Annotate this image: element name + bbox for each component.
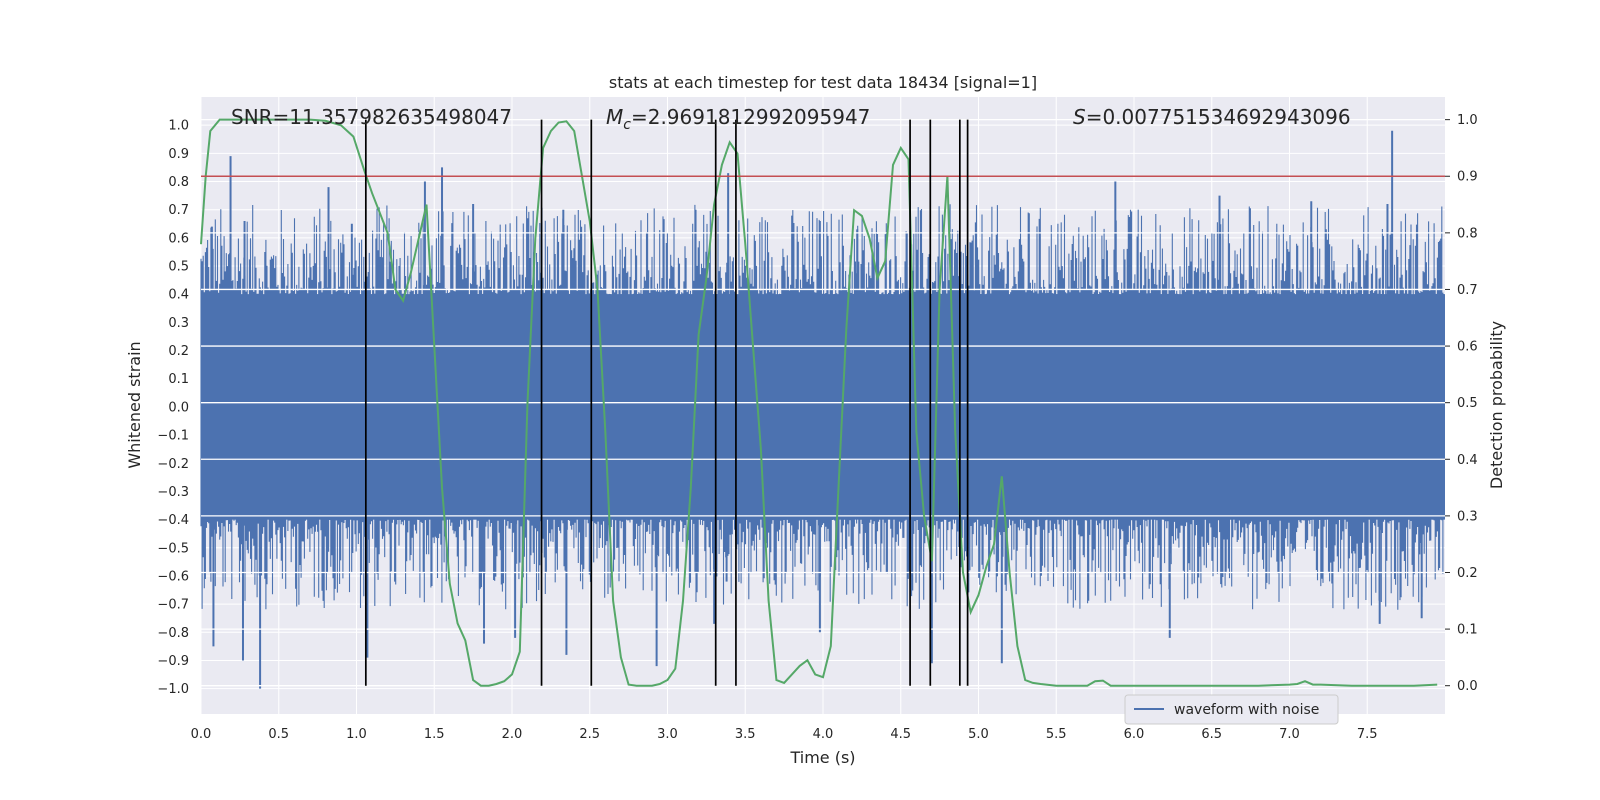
x-tick-label: 4.5 (890, 727, 911, 742)
vertical-lines-layer (364, 119, 969, 686)
y-left-tick-label: −0.1 (157, 429, 189, 444)
y-left-tick-label: 0.6 (168, 231, 189, 246)
x-tick-label: 4.0 (813, 727, 834, 742)
y-left-tick-label: 0.9 (168, 147, 189, 162)
x-tick-label: 7.0 (1279, 727, 1300, 742)
x-tick-label: 2.5 (579, 727, 600, 742)
y-left-tick-label: 0.8 (168, 175, 189, 190)
s-annotation: S=0.007751534692943096 (1073, 105, 1351, 129)
y-left-tick-label: −0.7 (157, 598, 189, 613)
y-left-tick-label: 0.4 (168, 288, 189, 303)
chirp-mass-subscript: c (623, 117, 631, 133)
y-right-tick-label: 1.0 (1457, 113, 1478, 128)
y-right-tick-label: 0.2 (1457, 566, 1478, 581)
y-right-tick-label: 0.5 (1457, 396, 1478, 411)
x-tick-label: 7.5 (1357, 727, 1378, 742)
x-tick-label: 5.5 (1046, 727, 1067, 742)
y-left-tick-label: −1.0 (157, 682, 189, 697)
y-left-axis-label: Whitened strain (125, 341, 144, 468)
y-right-tick-label: 0.7 (1457, 283, 1478, 298)
x-tick-label: 0.0 (191, 727, 212, 742)
y-right-tick-label: 0.8 (1457, 226, 1478, 241)
x-tick-label: 0.5 (268, 727, 289, 742)
y-left-tick-label: 0.3 (168, 316, 189, 331)
legend: waveform with noise (1124, 694, 1339, 725)
waveform-noise-texture (200, 204, 1445, 610)
x-tick-label: 1.0 (346, 727, 367, 742)
y-left-tick-label: 1.0 (168, 119, 189, 134)
legend-box (1124, 694, 1339, 725)
y-right-tick-label: 0.9 (1457, 170, 1478, 185)
s-symbol: S (1073, 105, 1086, 129)
detection-probability-line (200, 118, 1438, 687)
y-left-tick-label: 0.2 (168, 344, 189, 359)
y-left-tick-label: −0.5 (157, 541, 189, 556)
y-right-tick-label: 0.4 (1457, 453, 1478, 468)
x-tick-label: 1.5 (424, 727, 445, 742)
x-tick-label: 2.0 (502, 727, 523, 742)
chirp-mass-symbol: M (606, 105, 623, 129)
y-left-tick-label: 0.5 (168, 260, 189, 275)
y-left-tick-label: 0.1 (168, 372, 189, 387)
y-right-tick-label: 0.0 (1457, 679, 1478, 694)
x-tick-label: 3.0 (657, 727, 678, 742)
y-left-tick-label: 0.0 (168, 400, 189, 415)
s-value: =0.007751534692943096 (1086, 105, 1351, 129)
detection-probability-series (200, 118, 1438, 687)
y-left-tick-label: 0.7 (168, 203, 189, 218)
y-left-tick-label: −0.8 (157, 626, 189, 641)
x-tick-label: 6.0 (1124, 727, 1145, 742)
chirp-mass-annotation: Mc=2.9691812992095947 (606, 105, 870, 133)
x-tick-label: 3.5 (735, 727, 756, 742)
x-axis-ticks: 0.0 0.5 1.0 1.5 2.0 2.5 3.0 3.5 4.0 4.5 5.0 5.5 6.0 6… (191, 727, 1378, 742)
x-axis-label: Time (s) (789, 748, 855, 767)
y-right-tick-label: 0.3 (1457, 509, 1478, 524)
y-right-axis-ticks: 1.0 0.9 0.8 0.7 0.6 0.5 0.4 0.3 0.2 0.1 0.0 (1445, 113, 1478, 694)
waveform-with-noise-series (200, 130, 1445, 689)
y-left-axis-ticks: 1.0 0.9 0.8 0.7 0.6 0.5 0.4 0.3 0.2 0.1 0.0 −0.1 −0.… (157, 119, 189, 697)
legend-label-waveform-with-noise: waveform with noise (1174, 702, 1319, 718)
x-tick-label: 5.0 (968, 727, 989, 742)
x-tick-label: 6.5 (1201, 727, 1222, 742)
y-left-tick-label: −0.4 (157, 513, 189, 528)
y-left-tick-label: −0.2 (157, 457, 189, 472)
y-right-tick-label: 0.1 (1457, 623, 1478, 638)
y-right-axis-label: Detection probability (1487, 321, 1506, 489)
y-left-tick-label: −0.6 (157, 569, 189, 584)
chart-title: stats at each timestep for test data 184… (609, 73, 1037, 92)
y-right-tick-label: 0.6 (1457, 340, 1478, 355)
y-left-tick-label: −0.9 (157, 654, 189, 669)
snr-annotation: SNR=11.357982635498047 (231, 105, 512, 129)
y-left-tick-label: −0.3 (157, 485, 189, 500)
chirp-mass-value: =2.9691812992095947 (631, 105, 870, 129)
